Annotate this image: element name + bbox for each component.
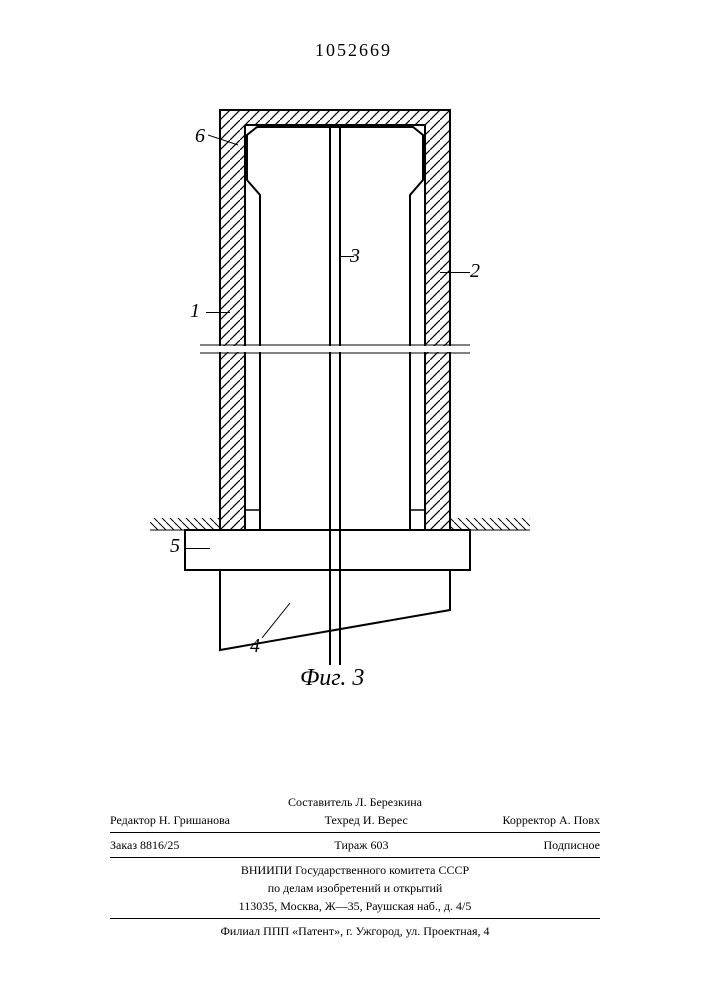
footer-org2: по делам изобретений и открытий	[110, 879, 600, 897]
footer-techred: Техред И. Верес	[325, 811, 408, 829]
footer-org1: ВНИИПИ Государственного комитета СССР	[110, 861, 600, 879]
footer-subscription: Подписное	[544, 836, 601, 854]
callout-5: 5	[170, 535, 180, 558]
page-root: 1052669 1 2 3 4 5 6	[0, 0, 707, 1000]
leader-1	[206, 312, 230, 313]
footer-block: Составитель Л. Березкина Редактор Н. Гри…	[110, 793, 600, 940]
footer-line-2: Заказ 8816/25 Тираж 603 Подписное	[110, 836, 600, 854]
footer-line-1: Редактор Н. Гришанова Техред И. Верес Ко…	[110, 811, 600, 829]
figure-label: Фиг. 3	[300, 665, 364, 692]
callout-4: 4	[250, 635, 260, 658]
footer-order: Заказ 8816/25	[110, 836, 179, 854]
leader-2	[440, 272, 470, 273]
leader-4	[260, 598, 310, 648]
figure-svg	[150, 90, 530, 700]
footer-rule-1	[110, 832, 600, 833]
footer-rule-2	[110, 857, 600, 858]
callout-1: 1	[190, 300, 200, 323]
leader-5	[185, 548, 210, 549]
footer-editor: Редактор Н. Гришанова	[110, 811, 230, 829]
footer-org4: Филиал ППП «Патент», г. Ужгород, ул. Про…	[110, 922, 600, 940]
leader-3	[340, 256, 354, 257]
footer-composer: Составитель Л. Березкина	[110, 793, 600, 811]
leader-6	[208, 130, 248, 150]
callout-6: 6	[195, 125, 205, 148]
footer-tirage: Тираж 603	[334, 836, 388, 854]
footer-corrector: Корректор А. Повх	[502, 811, 600, 829]
callout-2: 2	[470, 260, 480, 283]
footer-org3: 113035, Москва, Ж—35, Раушская наб., д. …	[110, 897, 600, 915]
figure-3-diagram: 1 2 3 4 5 6 Фиг. 3	[150, 90, 530, 700]
footer-rule-3	[110, 918, 600, 919]
patent-number: 1052669	[0, 40, 707, 61]
